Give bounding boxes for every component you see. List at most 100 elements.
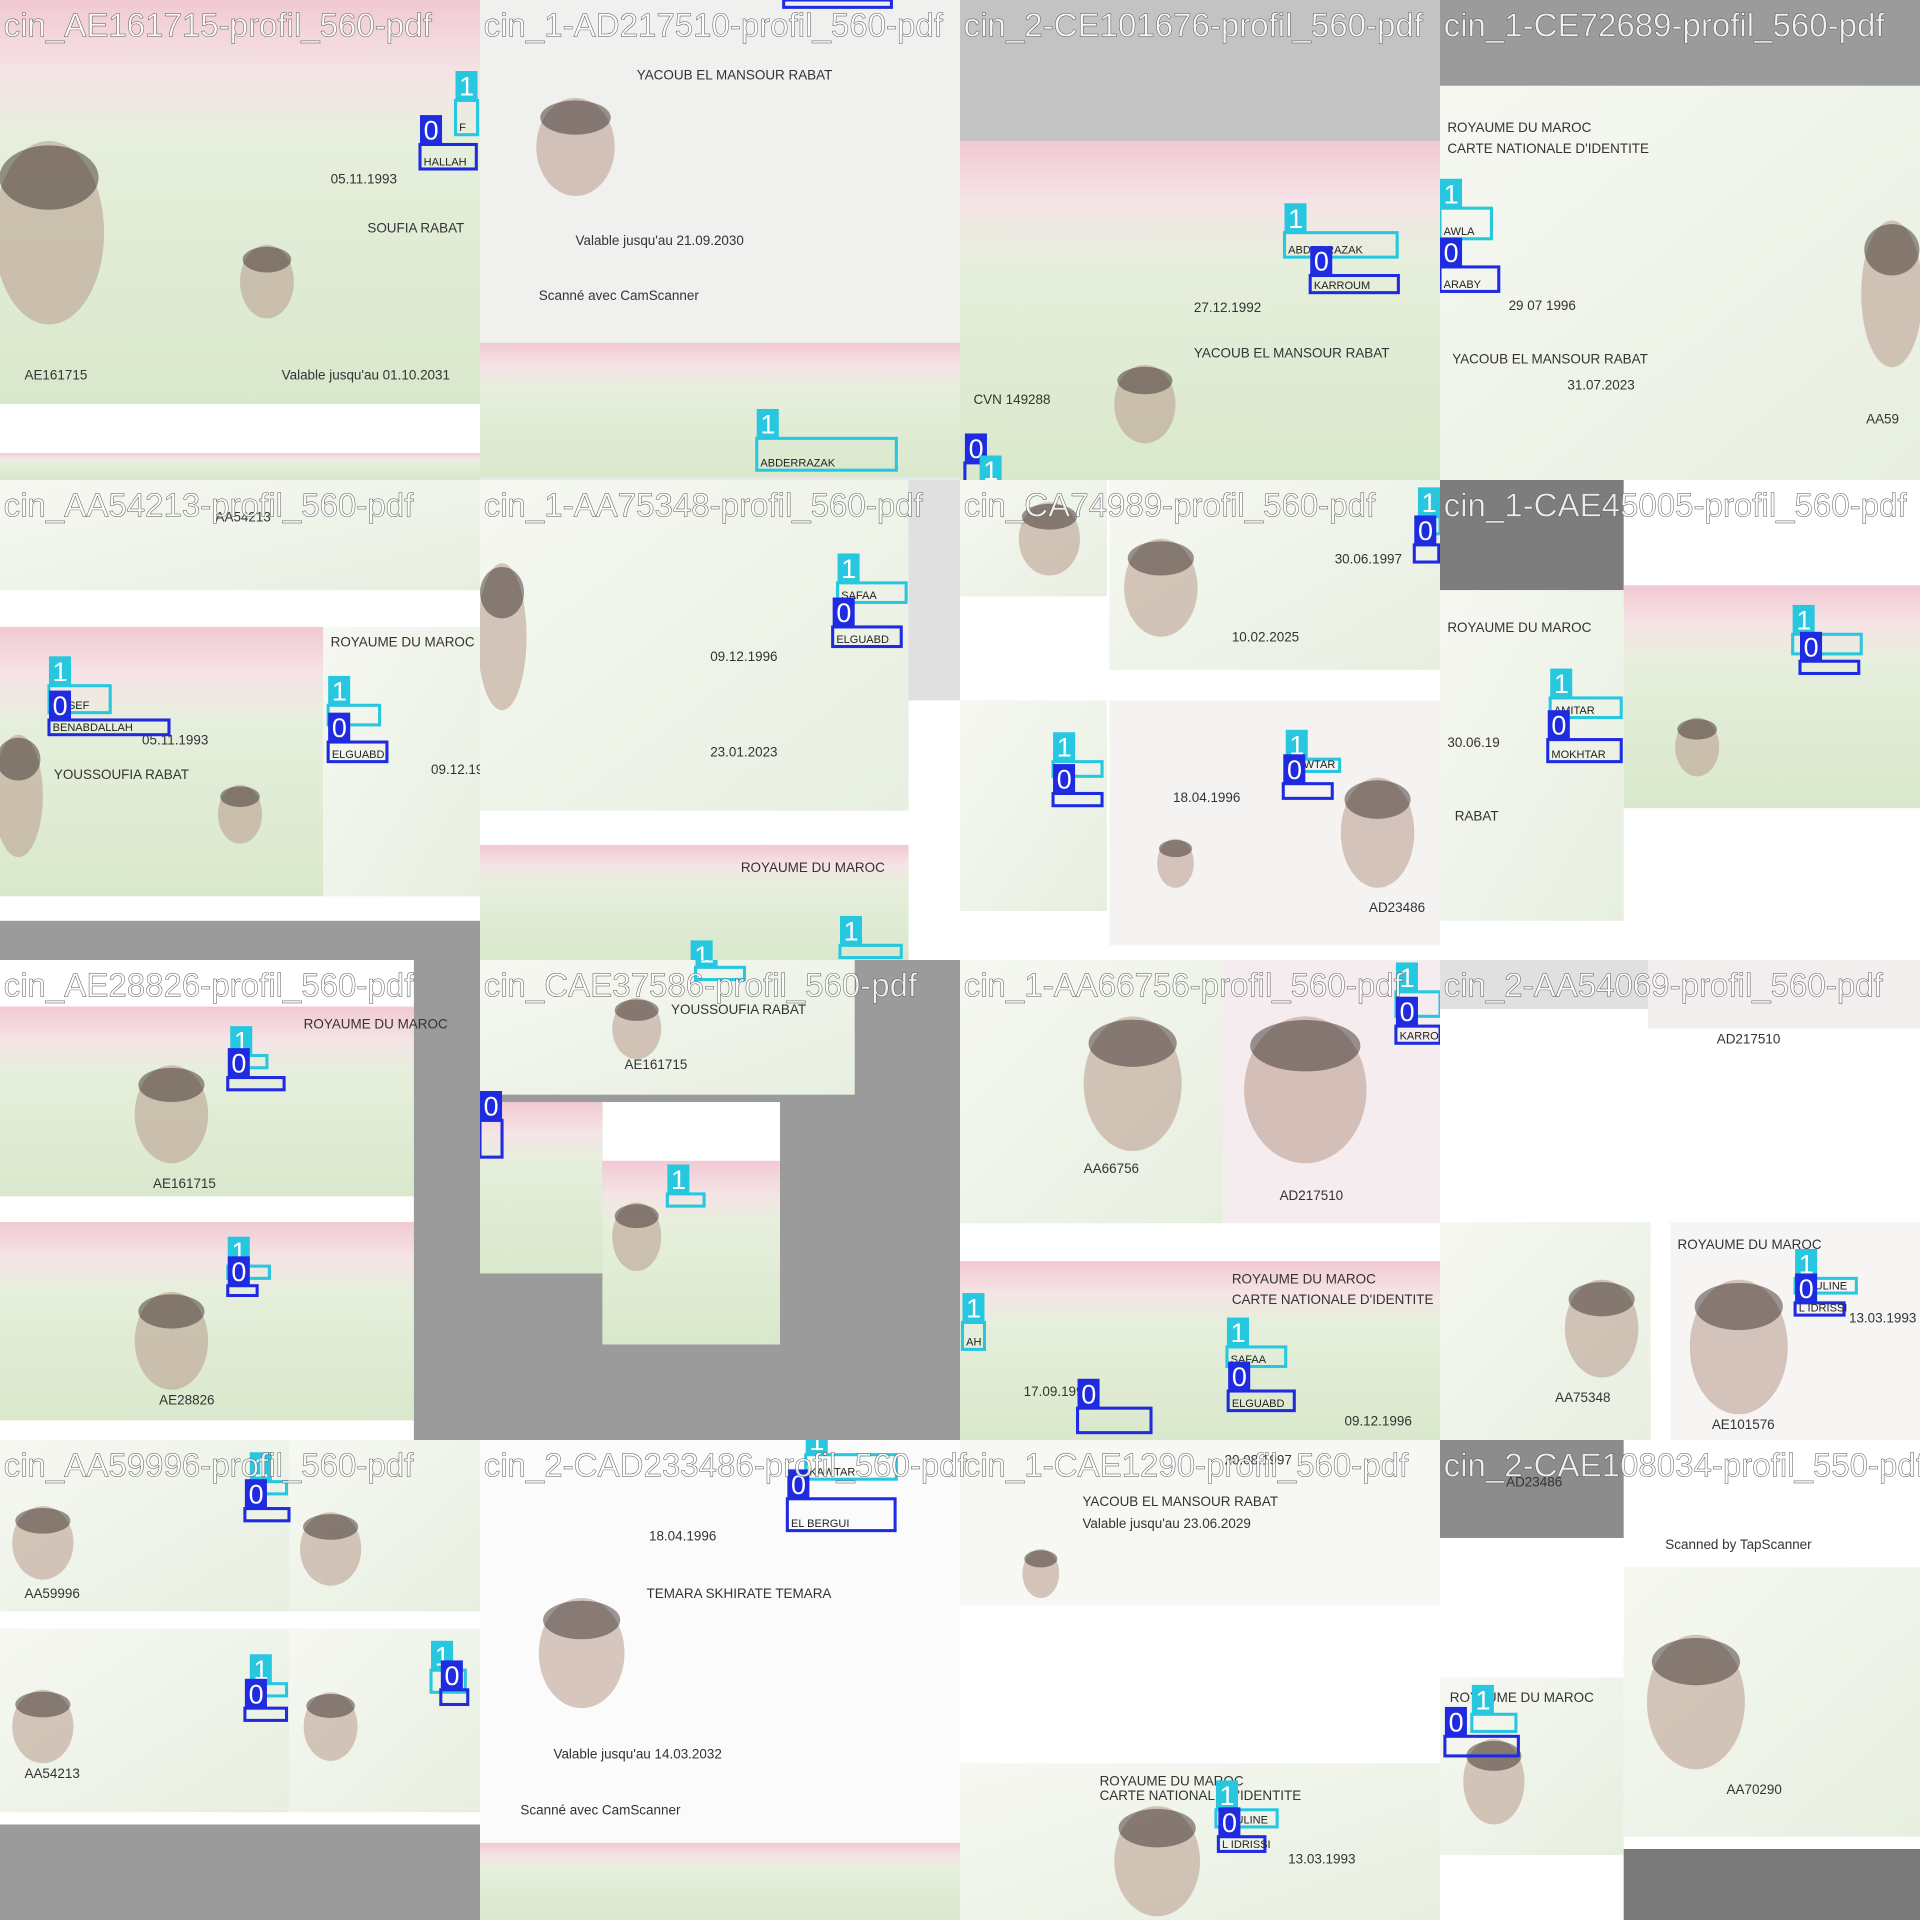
card-text: AE161715	[624, 1057, 687, 1072]
class-label: 1	[1444, 179, 1459, 209]
id-card-image	[1648, 960, 1920, 1029]
class-label: 0	[231, 1257, 246, 1287]
bounding-box	[1793, 1301, 1846, 1317]
id-card-image	[480, 342, 960, 478]
class-label: 0	[1449, 1707, 1464, 1737]
tile-filename: cin_1-CAE45005-profil_560-pdf	[1444, 488, 1908, 525]
class-label: 1	[253, 1453, 268, 1483]
card-text: Valable jusqu'au 01.10.2031	[282, 368, 450, 383]
bounding-box	[1225, 1345, 1288, 1369]
class-label: 1	[1799, 1249, 1814, 1279]
face-hair	[1677, 719, 1717, 740]
face-hair	[543, 1600, 621, 1640]
box-text: ARABY	[1444, 279, 1482, 291]
mosaic-tile: ROYAUME DU MAROCRABAT30.06.1910AMITAR1MO…	[1440, 480, 1920, 960]
card-text: 05.11.1993	[331, 172, 397, 187]
bounding-box	[1051, 791, 1104, 808]
class-label: 1	[699, 938, 714, 968]
class-label: 1	[1288, 204, 1303, 234]
id-card-image	[1440, 85, 1920, 480]
class-label: 0	[1287, 755, 1302, 785]
class-label-background	[837, 553, 860, 583]
bounding-box	[1281, 782, 1334, 800]
box-text: HALLAH	[424, 156, 467, 168]
class-label: 0	[1551, 711, 1566, 741]
face-hair	[1118, 1808, 1196, 1848]
tile-filename: cin_AA54213-profil_560-pdf	[4, 488, 415, 525]
card-text: 27.12.1992	[1194, 300, 1261, 315]
class-label: 0	[1057, 765, 1072, 795]
box-text: MOKHTAR	[1551, 749, 1605, 761]
class-label-background	[328, 675, 351, 706]
card-text: Scanné avec CamScanner	[520, 1803, 681, 1818]
id-card-image	[1440, 590, 1624, 921]
class-label-background	[1547, 710, 1570, 740]
card-text: AA54213	[24, 1766, 79, 1781]
class-label: 0	[249, 1480, 264, 1510]
class-label-background	[1471, 1684, 1494, 1715]
tile-content: 05.11.1993 AE161715 SOUFIA RABAT Valable ju…	[0, 0, 480, 480]
card-text: Scanned by TapScanner	[1665, 1537, 1812, 1552]
class-label: 1	[459, 72, 474, 102]
face-hair	[220, 786, 260, 807]
bounding-box	[782, 0, 893, 9]
id-card-image	[413, 960, 480, 1440]
class-label-background	[1218, 1807, 1241, 1837]
class-label: 0	[791, 1470, 806, 1500]
class-label-background	[1440, 237, 1463, 267]
card-text: 31.07.2023	[1567, 377, 1634, 392]
bounding-box	[831, 625, 903, 649]
bounding-box	[326, 740, 389, 764]
face-hair	[1127, 541, 1194, 576]
class-label-background	[1285, 729, 1308, 760]
tile-filename: cin_2-AA54069-profil_560-pdf	[1444, 968, 1884, 1005]
card-text: 20.08.1997	[1224, 1452, 1291, 1467]
tile-filename: cin_1-CAE1290-profil_560-pdf	[964, 1448, 1409, 1485]
class-label: 1	[760, 409, 775, 439]
tile-filename: cin_AA59996-profil_560-pdf	[4, 1448, 415, 1485]
face-hair	[480, 566, 525, 619]
card-text: 30.06.1997	[1335, 551, 1402, 566]
tile-filename: cin_2-CE101676-profil_560-pdf	[964, 8, 1424, 45]
mosaic-tile: 18.04.1996 TEMARA SKHIRATE TEMARA Valable …	[480, 1440, 960, 1920]
bounding-box	[480, 1118, 504, 1159]
box-text: ELGUABD	[1232, 1398, 1285, 1410]
class-label: 0	[836, 598, 851, 628]
class-label-background	[227, 1256, 250, 1286]
bounding-box	[785, 1497, 897, 1533]
class-label: 0	[1804, 632, 1819, 662]
class-label: 1	[1400, 963, 1415, 993]
class-label: 1	[1231, 1318, 1246, 1348]
class-label: 1	[332, 676, 347, 706]
card-text: YACOUB EL MANSOUR RABAT	[1082, 1494, 1278, 1509]
mosaic-tile: 20.08.1997 YACOUB EL MANSOUR RABAT Valable…	[960, 1440, 1440, 1920]
card-text: 10.02.2025	[1232, 630, 1299, 645]
class-label: 0	[1081, 1379, 1096, 1409]
class-label-background	[1792, 604, 1815, 635]
bounding-box	[226, 1076, 286, 1092]
card-text: ROYAUME DU MAROC	[1447, 120, 1591, 135]
card-text: AA70290	[1727, 1782, 1782, 1797]
card-text: AD217510	[1280, 1188, 1344, 1203]
card-text: ROYAUME DU MAROC	[304, 1017, 448, 1032]
tile-filename: cin_1-AA66756-profil_560-pdf	[964, 968, 1404, 1005]
tile-content: AA54213 ROYAUME DU MAROC 05.11.1993 YOUSSOU…	[0, 480, 480, 960]
class-label: 1	[983, 456, 998, 486]
class-label-background	[244, 1479, 267, 1509]
class-label: 1	[1554, 669, 1569, 699]
bounding-box	[1216, 1835, 1267, 1853]
bounding-box	[1791, 632, 1863, 656]
box-text: ELGUABD	[836, 634, 889, 646]
class-label: 0	[332, 713, 347, 743]
face-hair	[1117, 366, 1173, 395]
box-text: L IDRISSI	[1799, 1302, 1848, 1314]
tile-filename: cin_2-CAD233486-profil_560-pdf	[484, 1448, 968, 1485]
class-label-background	[1417, 487, 1440, 517]
class-label-background	[1395, 996, 1418, 1027]
card-text: ROYAUME DU MAROC	[1232, 1271, 1376, 1286]
class-label: 1	[53, 657, 68, 687]
class-label-background	[756, 408, 779, 439]
class-label-background	[1226, 1317, 1249, 1347]
